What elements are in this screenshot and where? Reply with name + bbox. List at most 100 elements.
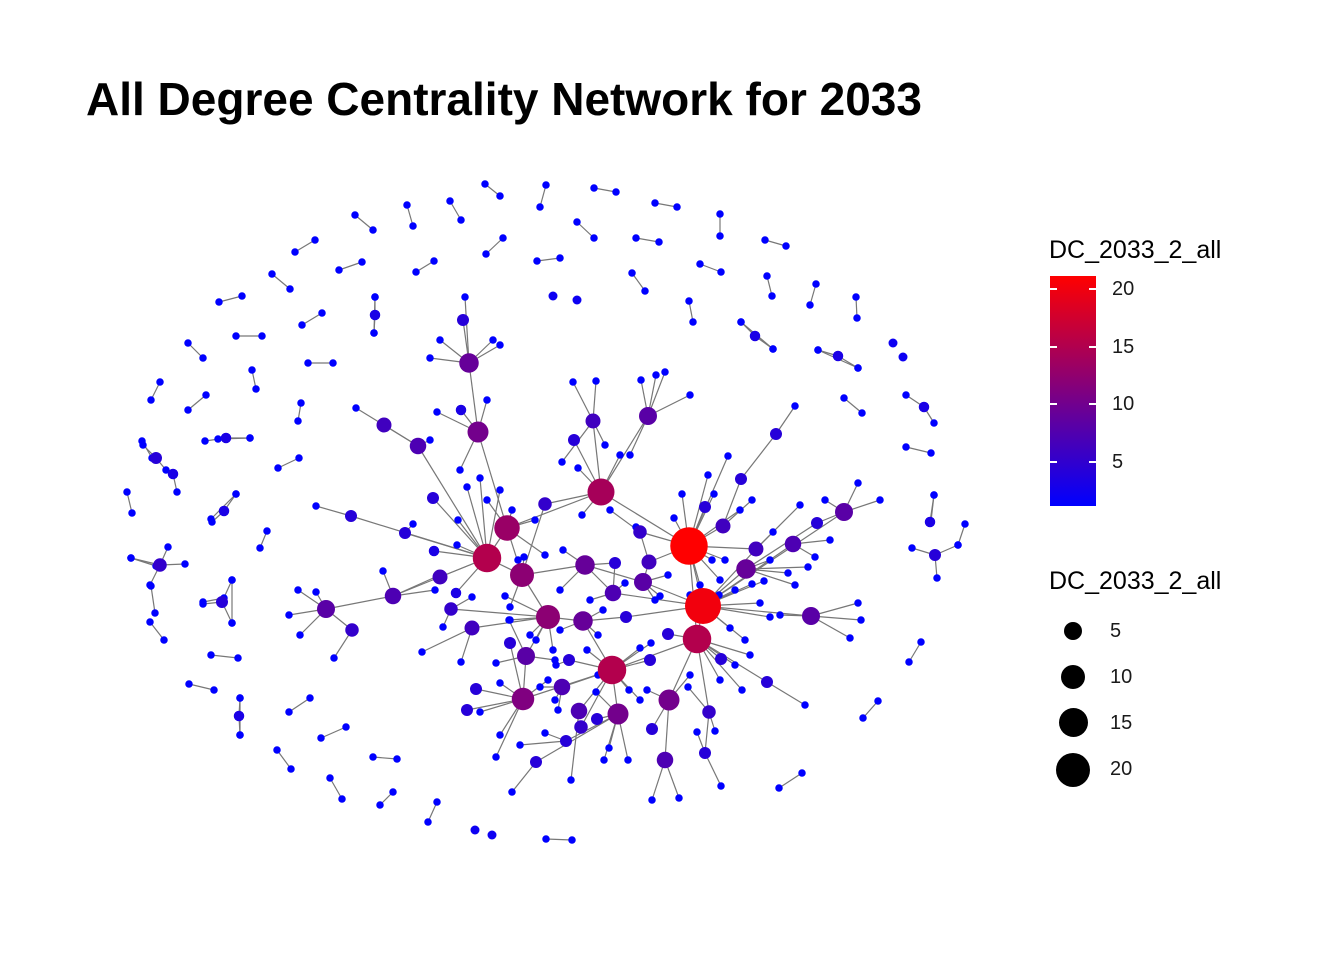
network-node — [717, 268, 725, 276]
network-node — [736, 559, 756, 579]
network-node — [775, 784, 783, 792]
network-edge — [417, 445, 488, 559]
network-node — [858, 409, 866, 417]
network-edge — [464, 296, 470, 364]
color-tick-5: 5 — [1112, 451, 1124, 473]
network-node — [403, 201, 411, 209]
network-node — [658, 689, 680, 711]
network-node — [716, 232, 724, 240]
network-node — [583, 646, 591, 654]
network-node — [236, 694, 244, 702]
network-edge — [704, 752, 722, 787]
network-node — [798, 769, 806, 777]
network-node — [220, 432, 232, 444]
color-tick-10: 10 — [1112, 393, 1135, 415]
network-node — [504, 637, 516, 649]
network-node — [696, 260, 704, 268]
network-node — [494, 515, 520, 541]
network-node — [624, 756, 632, 764]
network-node — [721, 556, 729, 564]
network-node — [738, 686, 746, 694]
network-node — [748, 496, 756, 504]
size-legend-title: DC_2033_2_all — [1049, 567, 1222, 595]
network-node — [370, 329, 378, 337]
network-edge — [372, 756, 398, 760]
network-edge — [740, 433, 777, 480]
network-node — [626, 451, 634, 459]
network-node — [483, 396, 491, 404]
network-node — [173, 488, 181, 496]
network-node — [578, 511, 586, 519]
network-node — [232, 332, 240, 340]
network-node — [556, 626, 564, 634]
network-edge — [149, 621, 165, 641]
network-edge — [755, 504, 801, 550]
network-node — [304, 359, 312, 367]
network-node — [905, 658, 913, 666]
network-node — [228, 576, 236, 584]
network-node — [853, 314, 861, 322]
network-node — [472, 543, 502, 573]
network-node — [470, 683, 482, 695]
network-edge — [320, 726, 347, 739]
network-node — [637, 376, 645, 384]
network-node — [625, 686, 633, 694]
network-node — [716, 576, 724, 584]
network-node — [784, 569, 792, 577]
network-node — [450, 587, 462, 599]
network-node — [123, 488, 131, 496]
network-node — [678, 490, 686, 498]
network-node — [682, 624, 712, 654]
network-node — [248, 366, 256, 374]
network-node — [616, 451, 624, 459]
network-node — [457, 658, 465, 666]
network-node — [506, 616, 514, 624]
network-node — [511, 687, 535, 711]
network-node — [802, 607, 820, 625]
network-node — [556, 586, 564, 594]
network-node — [268, 270, 276, 278]
network-node — [285, 611, 293, 619]
network-node — [804, 563, 812, 571]
network-node — [556, 254, 564, 262]
network-node — [516, 741, 524, 749]
network-node — [636, 644, 644, 652]
network-node — [409, 222, 417, 230]
network-node — [741, 636, 749, 644]
network-node — [563, 654, 575, 666]
network-node — [826, 536, 834, 544]
network-node — [533, 257, 541, 265]
network-edge — [539, 184, 547, 208]
network-node — [811, 553, 819, 561]
network-node — [506, 603, 514, 611]
network-node — [573, 611, 593, 631]
network-node — [961, 520, 969, 528]
network-node — [568, 434, 580, 446]
network-node — [609, 557, 621, 569]
network-node — [439, 623, 447, 631]
network-node — [146, 581, 154, 589]
network-edge — [545, 838, 573, 841]
network-node — [457, 216, 465, 224]
network-node — [273, 746, 281, 754]
network-edge — [576, 221, 595, 239]
network-node — [632, 234, 640, 242]
network-node — [202, 391, 210, 399]
network-node — [352, 404, 360, 412]
network-node — [298, 321, 306, 329]
network-node — [345, 623, 359, 637]
network-node — [128, 509, 136, 517]
network-node — [399, 527, 411, 539]
network-node — [768, 292, 776, 300]
network-node — [436, 336, 444, 344]
network-node — [601, 441, 609, 449]
network-node — [876, 496, 884, 504]
network-edge — [722, 478, 742, 527]
network-node — [898, 352, 908, 362]
size-legend-dot-5 — [1064, 622, 1082, 640]
network-edge — [908, 641, 922, 663]
network-node — [685, 588, 721, 624]
network-edge — [611, 638, 698, 671]
network-node — [492, 753, 500, 761]
network-node — [496, 341, 504, 349]
